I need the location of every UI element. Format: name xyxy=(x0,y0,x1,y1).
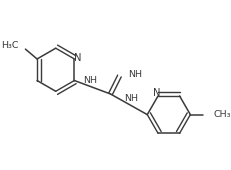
Text: N: N xyxy=(153,88,161,98)
Text: CH₃: CH₃ xyxy=(214,110,231,119)
Text: NH: NH xyxy=(83,76,97,86)
Text: NH: NH xyxy=(128,70,143,79)
Text: N: N xyxy=(74,53,82,63)
Text: H₃C: H₃C xyxy=(1,41,18,50)
Text: NH: NH xyxy=(124,94,138,103)
